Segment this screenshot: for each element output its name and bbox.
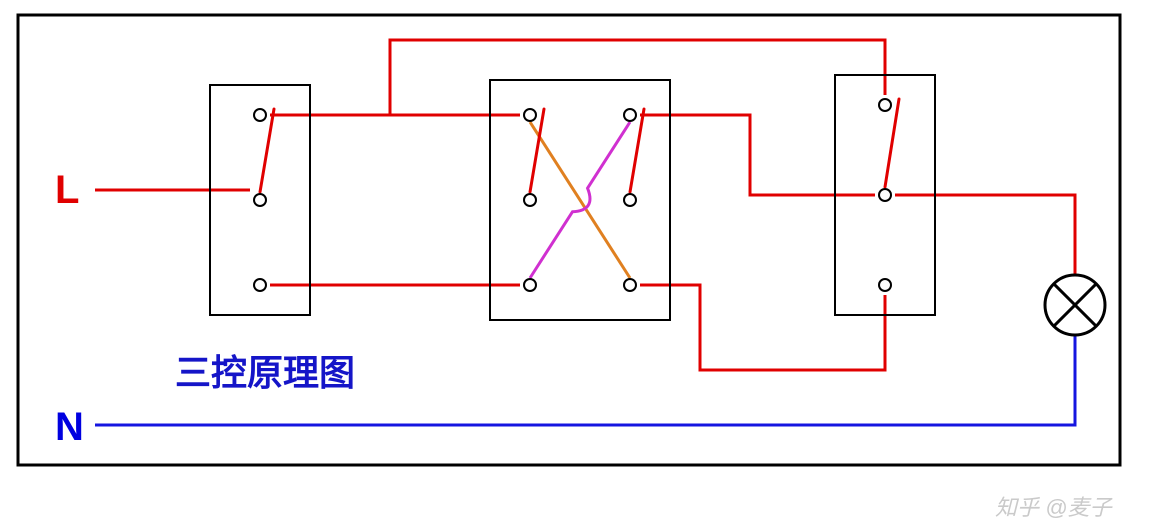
terminal-s2_cr	[624, 194, 636, 206]
terminal-s1_c	[254, 194, 266, 206]
terminal-s1_t	[254, 109, 266, 121]
terminal-s2_cl	[524, 194, 536, 206]
label-N: N	[55, 405, 84, 449]
circuit-diagram: L N 三控原理图	[0, 0, 1165, 513]
terminal-s3_b	[879, 279, 891, 291]
terminal-s2_br	[624, 279, 636, 291]
terminal-s2_tr	[624, 109, 636, 121]
outer-frame	[18, 15, 1120, 465]
terminal-s1_b	[254, 279, 266, 291]
terminal-s2_tl	[524, 109, 536, 121]
label-L: L	[55, 168, 79, 212]
terminal-s2_bl	[524, 279, 536, 291]
terminal-s3_c	[879, 189, 891, 201]
terminal-s3_t	[879, 99, 891, 111]
diagram-title: 三控原理图	[175, 352, 355, 393]
lamp	[1045, 275, 1105, 335]
